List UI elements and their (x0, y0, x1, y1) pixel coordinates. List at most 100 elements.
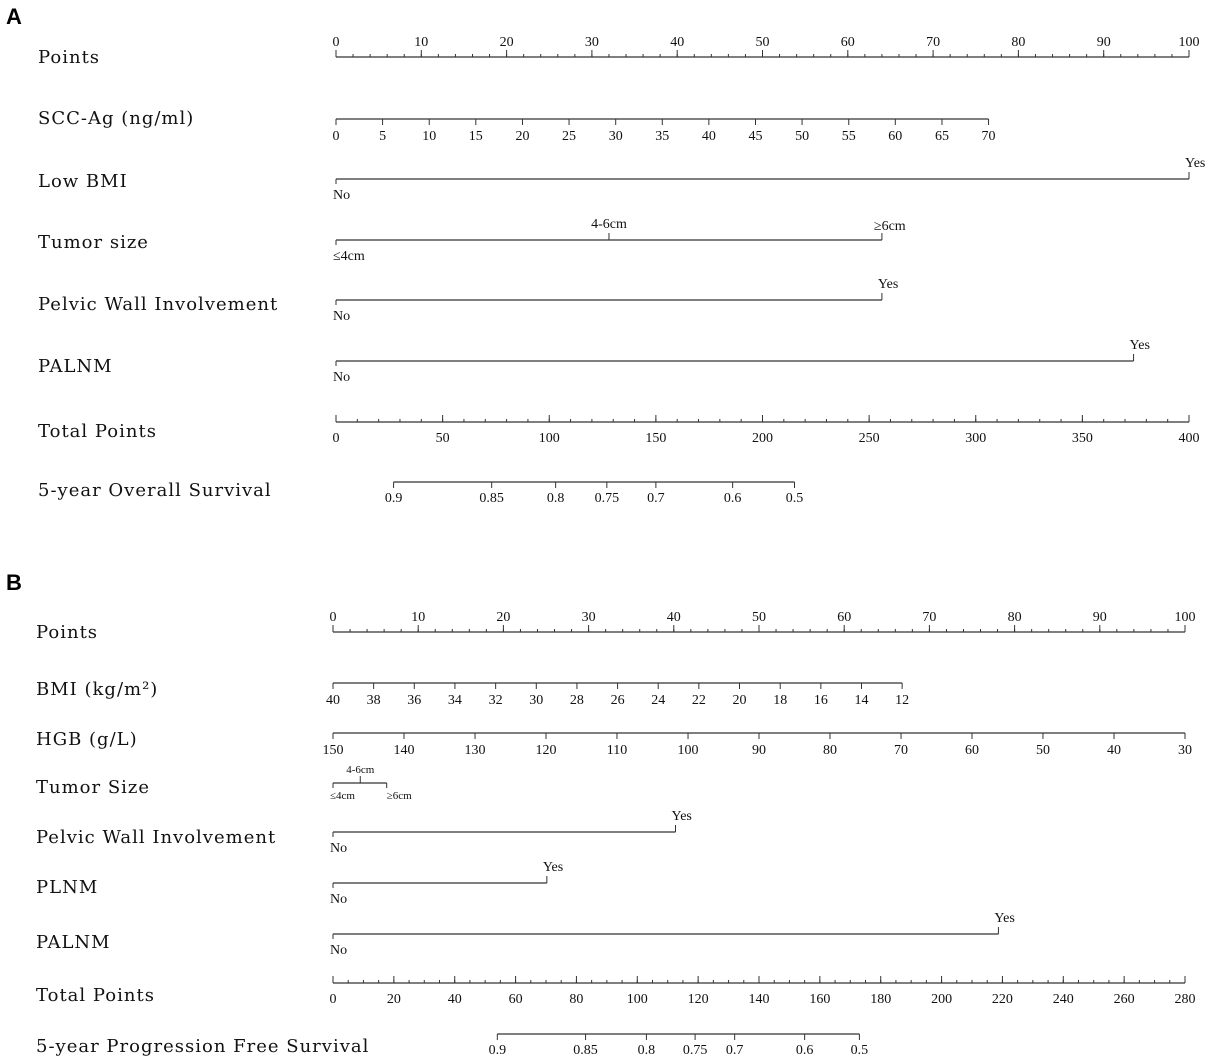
row-label: Tumor Size (36, 777, 150, 798)
row-label: 5-year Progression Free Survival (36, 1036, 369, 1057)
tick-label: 0.85 (479, 491, 504, 506)
tick-label: 10 (422, 129, 436, 144)
tick-label: 34 (448, 693, 462, 708)
row-label: Pelvic Wall Involvement (36, 827, 276, 848)
panel-letter: B (6, 570, 22, 595)
nomogram-row: HGB (g/L) 150 140 130 120 110 100 90 80 70 60 50 40 3… (36, 729, 1192, 758)
tick-label: 32 (489, 693, 503, 708)
tick-label: 60 (965, 743, 979, 758)
category-label: No (330, 943, 347, 958)
tick-label: 50 (795, 129, 809, 144)
tick-label: 18 (773, 693, 787, 708)
row-label: Low BMI (38, 171, 128, 192)
tick-label: 15 (469, 129, 483, 144)
row-label: Total Points (38, 421, 157, 442)
category-label: No (333, 188, 350, 203)
tick-label: 5 (379, 129, 386, 144)
nomogram-row: Tumor size ≤4cm 4-6cm ≥6cm (38, 217, 906, 264)
tick-label: 0.75 (683, 1043, 708, 1058)
tick-label: 45 (749, 129, 763, 144)
tick-label: 100 (678, 743, 699, 758)
nomogram-row: BMI (kg/m²) 40 38 36 34 32 30 28 26 24 22 20 18 16 14 1… (36, 679, 909, 708)
tick-label: 40 (670, 35, 684, 50)
nomogram-row: PALNM No Yes (36, 911, 1015, 958)
tick-label: 150 (645, 431, 666, 446)
tick-label: 0.7 (647, 491, 665, 506)
tick-label: 280 (1175, 992, 1196, 1007)
tick-label: 35 (655, 129, 669, 144)
tick-label: 0.7 (726, 1043, 744, 1058)
row-label: 5-year Overall Survival (38, 480, 272, 501)
nomogram-row: Low BMI No Yes (38, 156, 1205, 203)
row-label: Tumor size (38, 232, 149, 253)
tick-label: 22 (692, 693, 706, 708)
tick-label: 60 (837, 610, 851, 625)
tick-label: 300 (965, 431, 986, 446)
tick-label: 40 (702, 129, 716, 144)
tick-label: 0.8 (547, 491, 565, 506)
row-label: BMI (kg/m²) (36, 679, 158, 700)
tick-label: 55 (842, 129, 856, 144)
tick-label: 400 (1179, 431, 1200, 446)
nomogram-row: Total Points 0 50 100 150 200 250 300 350 400 (38, 415, 1200, 446)
tick-label: 40 (326, 693, 340, 708)
nomogram-row: 5-year Progression Free Survival 0.9 0.85 0… (36, 1033, 868, 1058)
row-label: PALNM (38, 356, 113, 377)
tick-label: 16 (814, 693, 828, 708)
tick-label: 150 (323, 743, 344, 758)
tick-label: 40 (667, 610, 681, 625)
tick-label: 60 (888, 129, 902, 144)
nomogram-row: Pelvic Wall Involvement No Yes (36, 809, 692, 856)
tick-label: 80 (569, 992, 583, 1007)
tick-label: 28 (570, 693, 584, 708)
tick-label: 60 (509, 992, 523, 1007)
tick-label: 180 (870, 992, 891, 1007)
tick-label: 0.75 (595, 491, 620, 506)
nomogram-panel-b: B Points 0 10 20 30 40 50 60 70 80 90 100 BMI (kg/m²)… (6, 570, 1196, 1058)
tick-label: 30 (582, 610, 596, 625)
category-label: 4-6cm (591, 217, 627, 232)
row-label: PALNM (36, 932, 111, 953)
tick-label: 0.8 (638, 1043, 656, 1058)
tick-label: 0.5 (786, 491, 804, 506)
tick-label: 30 (585, 35, 599, 50)
category-label: ≤4cm (330, 790, 355, 802)
row-label: SCC-Ag (ng/ml) (38, 108, 194, 129)
tick-label: 0 (333, 129, 340, 144)
tick-label: 70 (926, 35, 940, 50)
tick-label: 20 (732, 693, 746, 708)
row-label: Total Points (36, 985, 155, 1006)
category-label: Yes (672, 809, 692, 824)
tick-label: 260 (1114, 992, 1135, 1007)
tick-label: 10 (414, 35, 428, 50)
tick-label: 120 (536, 743, 557, 758)
category-label: ≤4cm (333, 249, 365, 264)
row-label: Points (36, 622, 98, 643)
nomogram-row: Points 0 10 20 30 40 50 60 70 80 90 100 (38, 35, 1200, 68)
tick-label: 20 (496, 610, 510, 625)
category-label: No (330, 892, 347, 907)
category-label: Yes (994, 911, 1014, 926)
tick-label: 0 (330, 992, 337, 1007)
row-label: Points (38, 47, 100, 68)
panel-letter: A (6, 4, 22, 29)
tick-label: 350 (1072, 431, 1093, 446)
nomogram-row: PALNM No Yes (38, 338, 1150, 385)
tick-label: 90 (1097, 35, 1111, 50)
category-label: Yes (878, 277, 898, 292)
tick-label: 0.9 (489, 1043, 507, 1058)
category-label: 4-6cm (346, 764, 375, 776)
tick-label: 38 (367, 693, 381, 708)
tick-label: 80 (1008, 610, 1022, 625)
category-label: ≥6cm (874, 219, 906, 234)
tick-label: 60 (841, 35, 855, 50)
row-label: PLNM (36, 877, 98, 898)
category-label: No (333, 370, 350, 385)
tick-label: 25 (562, 129, 576, 144)
tick-label: 200 (752, 431, 773, 446)
tick-label: 90 (752, 743, 766, 758)
row-label: Pelvic Wall Involvement (38, 294, 278, 315)
tick-label: 65 (935, 129, 949, 144)
